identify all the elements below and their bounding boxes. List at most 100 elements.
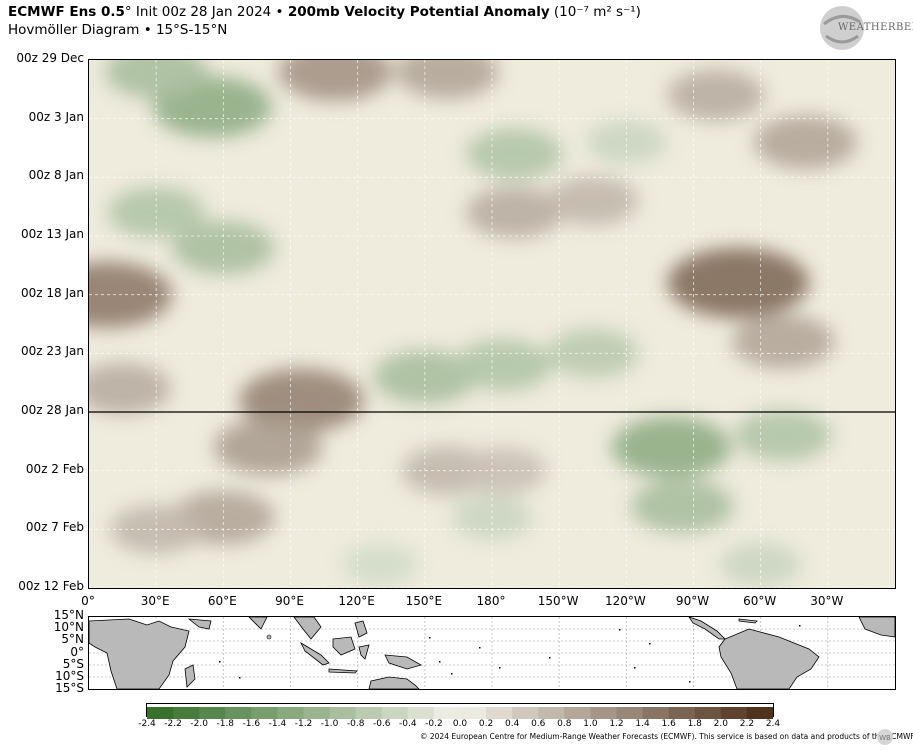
anomaly-feature-15	[239, 368, 365, 432]
colorbar-segment	[590, 707, 617, 719]
anomaly-feature-28	[667, 69, 765, 121]
y-tick-label: 00z 13 Jan	[21, 227, 84, 241]
colorbar-segment	[642, 707, 670, 719]
anomaly-feature-26	[731, 314, 835, 369]
island-dot	[649, 643, 651, 645]
tropics-map	[88, 616, 896, 690]
island-dot	[634, 667, 636, 669]
lat-tick-label: 0°	[70, 644, 84, 659]
colorbar-segment	[381, 707, 409, 719]
colorbar-tick-label: 1.8	[687, 719, 702, 729]
anomaly-feature-9	[611, 416, 731, 478]
lat-tick-label: 10°S	[55, 668, 84, 683]
colorbar-segment	[694, 707, 722, 719]
island-dot	[429, 637, 431, 639]
colorbar-tick-label: -2.0	[190, 719, 208, 729]
colorbar-tick-label: 2.4	[765, 719, 781, 729]
borneo-landmass	[332, 636, 356, 656]
java-landmass	[328, 668, 358, 674]
y-tick-label: 00z 3 Jan	[28, 109, 84, 124]
x-tick-label: 120°E	[338, 594, 375, 608]
central-america-landmass	[688, 617, 726, 640]
colorbar-segment	[173, 707, 200, 719]
sumatra-landmass	[300, 641, 330, 666]
y-tick-label: 00z 28 Jan	[21, 403, 84, 417]
anomaly-feature-5	[454, 339, 552, 391]
x-tick-label: 90°E	[275, 594, 304, 608]
island-dot	[549, 657, 551, 659]
sri-lanka	[266, 634, 272, 640]
anomaly-feature-16	[214, 419, 323, 476]
y-tick-label: 00z 29 Dec	[16, 51, 84, 65]
colorbar-segment	[303, 707, 331, 719]
x-tick-label: 0°	[81, 594, 95, 608]
philippines-landmass	[354, 620, 368, 638]
anomaly-feature-6	[547, 328, 639, 378]
colorbar-tick-label: 1.0	[583, 719, 598, 729]
island-dot	[799, 625, 801, 627]
south-america-landmass	[718, 628, 820, 689]
svg-text:WB: WB	[879, 734, 891, 742]
colorbar-tick-label: 1.4	[635, 719, 650, 729]
colorbar	[146, 703, 774, 719]
colorbar-segment	[512, 707, 539, 719]
colorbar-svg	[147, 707, 774, 719]
logo-text: WEATHERBELL	[838, 22, 913, 33]
island-dot	[499, 667, 501, 669]
anomaly-feature-11	[734, 409, 832, 462]
colorbar-tick-label: -1.2	[294, 719, 313, 729]
x-tick-label: 150°E	[405, 594, 443, 608]
y-tick-label: 00z 8 Jan	[28, 168, 84, 183]
colorbar-tick-label: 1.6	[661, 719, 676, 729]
y-tick-label: 00z 12 Feb	[18, 579, 84, 593]
anomaly-feature-20	[89, 362, 171, 415]
colorbar-segment	[486, 707, 513, 719]
colorbar-segment	[564, 707, 591, 719]
map-svg	[89, 617, 895, 689]
southeast-asia-landmass	[293, 617, 322, 640]
colorbar-tick-label: -1.6	[242, 719, 261, 729]
island-dot	[451, 673, 453, 675]
island-dot	[689, 681, 691, 683]
wb-mark-icon: WB	[872, 728, 898, 746]
colorbar-tick-label: -1.8	[216, 719, 235, 729]
x-tick-label: 90°W	[675, 594, 710, 608]
colorbar-tick-label: -0.8	[346, 719, 365, 729]
colorbar-tick-label: 0.6	[531, 719, 546, 729]
anomaly-feature-23	[465, 186, 563, 239]
anomaly-feature-14	[342, 543, 418, 586]
colorbar-tick-label: 2.2	[739, 719, 755, 729]
colorbar-segment	[616, 707, 644, 719]
colorbar-segment	[355, 707, 383, 719]
x-tick-label: 30°E	[140, 594, 170, 608]
colorbar-segment	[720, 707, 748, 719]
colorbar-tick-label: 0.2	[478, 719, 494, 729]
colorbar-tick-label: -1.4	[268, 719, 287, 729]
anomaly-feature-25	[667, 247, 810, 319]
chart-title: ECMWF Ens 0.5° Init 00z 28 Jan 2024 • 20…	[8, 4, 641, 20]
x-tick-label: 60°W	[743, 594, 777, 608]
colorbar-segment	[538, 707, 565, 719]
australia-landmass	[368, 676, 420, 689]
africa-landmass	[89, 618, 190, 689]
madagascar-landmass	[184, 664, 196, 688]
caribbean-islands	[738, 618, 758, 624]
y-tick-label: 00z 23 Jan	[21, 344, 84, 359]
copyright-text: © 2024 European Centre for Medium-Range …	[420, 732, 913, 741]
lat-tick-label: 15°S	[55, 681, 84, 695]
colorbar-tick-label: 0.8	[557, 719, 572, 729]
x-tick-label: 120°W	[604, 594, 646, 608]
hovmoller-plot	[88, 59, 896, 589]
anomaly-feature-10	[631, 479, 734, 533]
arabia-landmass	[187, 618, 212, 630]
x-tick-label: 30°W	[810, 594, 844, 608]
weatherbell-logo: WEATHERBELL	[814, 4, 913, 54]
anomaly-feature-27	[754, 115, 857, 169]
colorbar-segment	[147, 707, 174, 719]
colorbar-tick-label: 2.0	[713, 719, 728, 729]
anomaly-feature-7	[465, 128, 563, 180]
lat-tick-label: 5°S	[62, 656, 84, 671]
y-tick-label: 00z 7 Feb	[25, 520, 84, 535]
colorbar-segment	[407, 707, 435, 719]
anomaly-feature-8	[586, 120, 667, 165]
